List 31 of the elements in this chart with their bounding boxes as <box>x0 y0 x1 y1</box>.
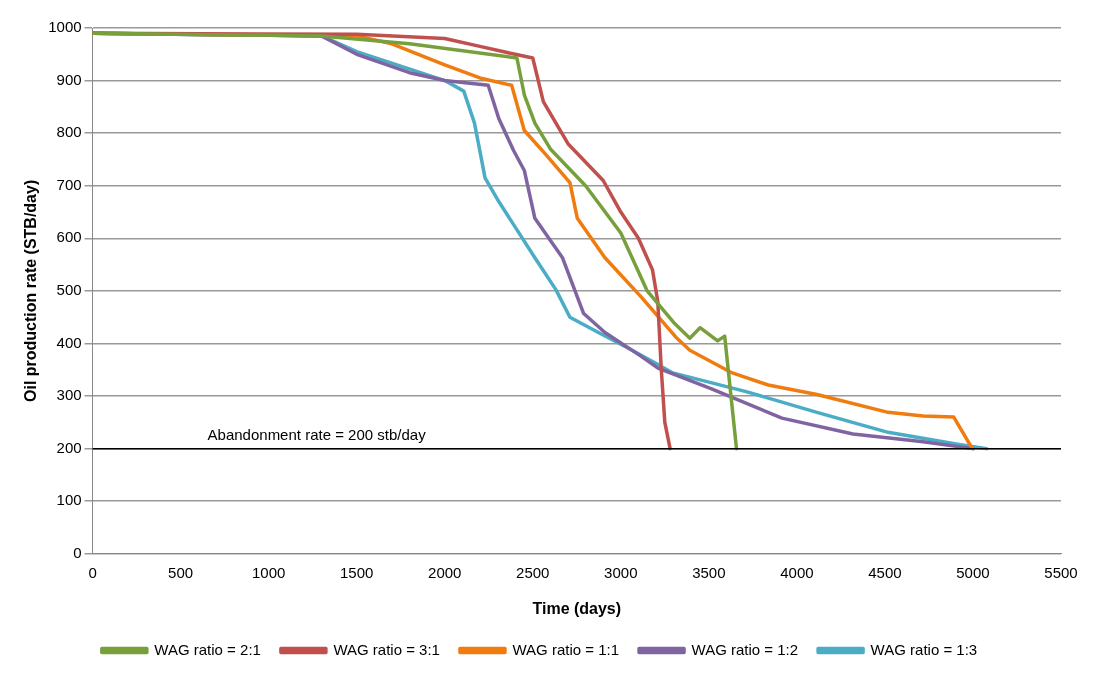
y-tick-label: 400 <box>56 333 82 351</box>
y-tick-label: 200 <box>56 438 82 456</box>
x-tick-label: 500 <box>168 563 194 581</box>
x-tick-label: 3000 <box>604 563 638 581</box>
y-tick-label: 800 <box>56 123 82 141</box>
y-axis-title: Oil production rate (STB/day) <box>22 179 40 403</box>
x-axis-title: Time (days) <box>532 599 622 617</box>
y-tick-label: 700 <box>56 175 82 193</box>
x-tick-label: 1500 <box>340 563 374 581</box>
y-tick-label: 300 <box>56 386 82 404</box>
x-tick-label: 5000 <box>956 563 990 581</box>
y-tick-label: 900 <box>56 70 82 88</box>
legend-label: WAG ratio = 1:1 <box>512 640 620 658</box>
ref-line-label: Abandonment rate = 200 stb/day <box>207 426 427 444</box>
legend-label: WAG ratio = 3:1 <box>333 640 440 658</box>
y-tick-label: 600 <box>56 228 82 246</box>
y-tick-label: 100 <box>56 491 82 509</box>
x-tick-label: 1000 <box>251 563 286 581</box>
x-tick-label: 4000 <box>780 563 814 581</box>
y-tick-label: 500 <box>56 281 82 299</box>
x-tick-label: 4500 <box>868 563 902 581</box>
legend-label: WAG ratio = 1:3 <box>870 640 978 658</box>
y-tick-label: 0 <box>73 543 82 561</box>
x-tick-label: 2000 <box>428 563 462 581</box>
x-tick-label: 5500 <box>1044 563 1078 581</box>
legend-label: WAG ratio = 1:2 <box>691 640 799 658</box>
legend-label: WAG ratio = 2:1 <box>154 640 261 658</box>
x-tick-label: 3500 <box>692 563 726 581</box>
x-tick-label: 0 <box>88 563 97 581</box>
y-tick-label: 1000 <box>48 18 82 36</box>
x-tick-label: 2500 <box>516 563 550 581</box>
